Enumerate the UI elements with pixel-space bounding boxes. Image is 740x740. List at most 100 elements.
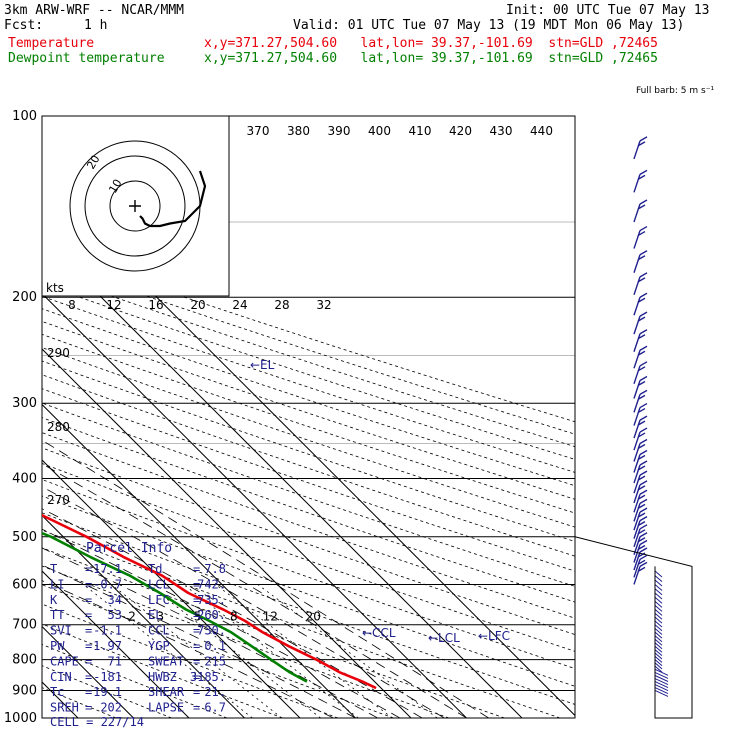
hodograph-speed-label-16: 16 <box>148 298 163 312</box>
barb-frame <box>574 536 693 719</box>
hodograph-trace <box>139 170 207 228</box>
barb-flag <box>639 199 648 205</box>
barb-staff <box>633 503 641 522</box>
barb-staff <box>633 174 641 193</box>
profile-traces-layer <box>42 513 377 690</box>
wind-barb-low <box>654 635 663 643</box>
pressure-tick-100: 100 <box>12 109 37 124</box>
barb-flag <box>637 537 646 543</box>
parcel-eq: = <box>193 670 200 684</box>
parcel-title: Parcel Info <box>86 541 172 556</box>
hodograph-center-mark <box>129 200 141 212</box>
wind-barb-low <box>654 596 663 604</box>
parcel-eq: = <box>193 654 200 668</box>
isotherm-line <box>42 514 245 718</box>
dry-adiabat <box>42 644 228 718</box>
parcel-value-svi: -1.1 <box>93 624 122 638</box>
wind-barb-low <box>654 662 663 670</box>
wind-barb-low <box>654 575 663 582</box>
barb-flag <box>637 566 646 573</box>
wind-barb-low <box>654 678 669 686</box>
hodograph-speed-label-28: 28 <box>274 298 289 312</box>
parcel-key-lcl: LCL <box>148 577 170 591</box>
parcel-key-li: LI <box>50 577 64 591</box>
model-title: 3km ARW-WRF -- NCAR/MMM <box>4 3 185 18</box>
pressure-tick-300: 300 <box>12 396 37 411</box>
parcel-eq: = <box>85 685 92 699</box>
isotherm-line <box>42 570 190 718</box>
dry-adiabat <box>42 402 575 587</box>
wind-barb <box>633 415 648 439</box>
barb-flag <box>639 415 648 421</box>
barb-flag <box>639 489 648 495</box>
barb-flag <box>639 311 648 317</box>
barb-flag <box>637 443 646 450</box>
dry-adiabat <box>42 447 575 635</box>
barb-staff <box>633 566 641 585</box>
parcel-value-el: 260. <box>197 608 226 622</box>
barb-staff <box>633 230 641 249</box>
barb-flag <box>637 529 646 535</box>
barb-staff <box>633 520 641 539</box>
dry-adiabat <box>42 529 561 718</box>
parcel-eq: = <box>85 624 92 638</box>
pressure-tick-500: 500 <box>12 530 37 545</box>
mixing-ratio-line <box>183 584 359 718</box>
parcel-eq: = <box>85 654 92 668</box>
wind-barb-low <box>654 579 663 587</box>
mixing-ratio-label-5: 5 <box>194 610 202 624</box>
barb-staff <box>633 407 641 426</box>
parcel-eq: = <box>193 701 200 715</box>
theta-e-label-380: 380 <box>287 124 310 138</box>
hodograph-speed-label-20: 20 <box>190 298 205 312</box>
mixing-ratio-label-8: 8 <box>230 610 238 624</box>
moist-adiabat <box>42 564 356 718</box>
wind-barb <box>633 539 648 563</box>
wind-barb-low <box>654 570 663 578</box>
parcel-value-cape: 71 <box>108 654 122 668</box>
mixing-ratio-line <box>147 584 321 718</box>
barb-flag <box>639 345 648 351</box>
barb-staff <box>633 140 641 160</box>
wind-barb <box>633 489 648 513</box>
theta-e-label-440: 440 <box>530 124 553 138</box>
barb-flag <box>637 544 646 551</box>
parcel-eq: = <box>193 685 200 699</box>
barb-flag <box>637 503 646 509</box>
barb-flag <box>637 255 646 261</box>
parcel-value-sreh: 202 <box>100 701 122 715</box>
forecast-label: Fcst: <box>4 18 44 33</box>
parcel-key-shear: SHEAR <box>148 685 185 699</box>
parcel-value-li: -0.7 <box>93 577 122 591</box>
parcel-eq: = <box>193 608 200 622</box>
barb-staff <box>633 559 641 578</box>
barb-flag <box>637 512 646 518</box>
wind-barb-low <box>654 675 669 682</box>
parcel-key-sweat: SWEAT <box>148 654 184 668</box>
barb-flag <box>639 225 648 232</box>
wind-barb-low <box>654 645 663 653</box>
parcel-key-svi: SVI <box>50 624 72 638</box>
barb-flag <box>639 498 648 504</box>
barb-flag <box>639 532 648 538</box>
parcel-key-t: T <box>50 562 57 576</box>
isotherm-line <box>42 403 356 718</box>
dry-adiabat <box>42 432 575 619</box>
wind-barb <box>633 547 648 571</box>
forecast-hour: 1 h <box>84 18 108 33</box>
parcel-value-tc: 19.1 <box>93 685 122 699</box>
wind-barb <box>633 225 648 249</box>
barb-flag <box>639 250 648 256</box>
wind-barb <box>633 402 648 426</box>
barb-staff <box>633 315 641 335</box>
wind-barb <box>633 438 648 462</box>
wind-barb-low <box>654 604 663 612</box>
parcel-value-k: 34 <box>108 593 122 607</box>
barb-staff <box>633 350 641 369</box>
hodograph-ring-10 <box>109 180 161 232</box>
parcel-eq: = <box>85 577 92 591</box>
wind-barb <box>633 199 648 223</box>
barb-flag <box>639 375 648 382</box>
